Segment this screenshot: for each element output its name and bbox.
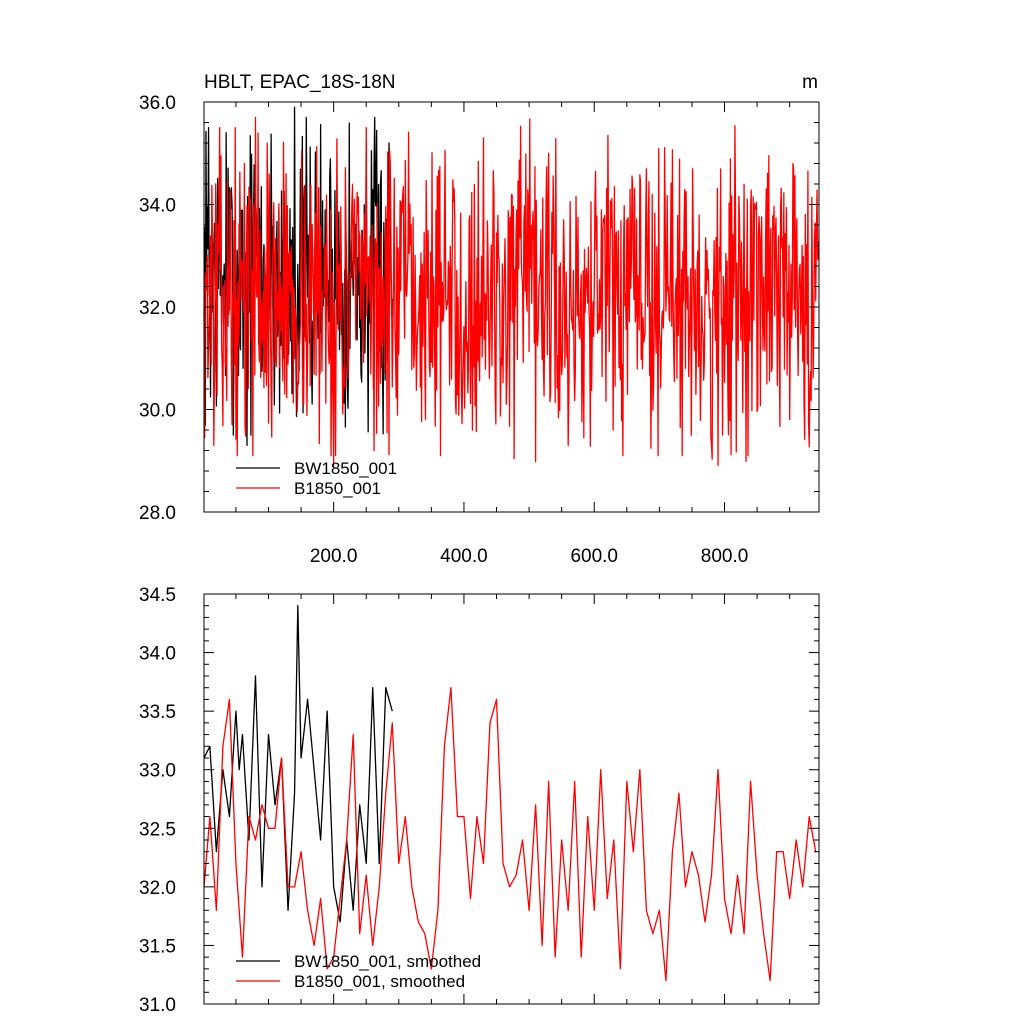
top-ytick-label: 30.0 (139, 401, 176, 422)
top-axes: 28.0 30.0 32.0 34.0 36.0 200.0 400.0 600.0 800.0 (139, 93, 820, 567)
top-xtick-label: 800.0 (701, 546, 749, 567)
top-xtick-label: 200.0 (310, 546, 358, 567)
bottom-ytick-label: 34.0 (139, 644, 176, 665)
bottom-ytick-label: 31.5 (139, 936, 176, 957)
top-panel: HBLT, EPAC_18S-18N m 28.0 30.0 32.0 34.0 36.… (139, 72, 820, 567)
bottom-legend-label-1: B1850_001, smoothed (294, 972, 465, 991)
bottom-plot-frame (203, 593, 820, 1005)
bottom-ytick-label: 31.0 (139, 995, 176, 1016)
chart-title: HBLT, EPAC_18S-18N (204, 72, 396, 93)
bottom-series-layer (203, 605, 817, 982)
bottom-panel: 31.0 31.5 32.0 32.5 33.0 33.5 34.0 34.5 BW1850_… (139, 585, 820, 1016)
bottom-series-line-0 (203, 605, 393, 923)
bottom-legend-label-0: BW1850_001, smoothed (294, 952, 481, 971)
top-series-layer (203, 106, 820, 467)
bottom-ytick-label: 34.5 (139, 585, 176, 606)
top-ytick-label: 36.0 (139, 93, 176, 114)
top-legend-label-1: B1850_001 (294, 479, 381, 498)
top-xtick-label: 600.0 (570, 546, 618, 567)
bottom-ytick-label: 33.0 (139, 761, 176, 782)
bottom-ytick-label: 33.5 (139, 702, 176, 723)
top-ytick-label: 28.0 (139, 503, 176, 524)
bottom-axes: 31.0 31.5 32.0 32.5 33.0 33.5 34.0 34.5 (139, 585, 820, 1016)
bottom-ytick-label: 32.5 (139, 819, 176, 840)
top-xtick-label: 400.0 (440, 546, 488, 567)
bottom-ytick-label: 32.0 (139, 878, 176, 899)
chart-units: m (802, 72, 818, 93)
top-ytick-label: 34.0 (139, 196, 176, 217)
bottom-series-line-1 (203, 687, 817, 982)
top-series-line-1 (203, 116, 820, 467)
top-ytick-label: 32.0 (139, 298, 176, 319)
top-legend-label-0: BW1850_001 (294, 459, 397, 478)
